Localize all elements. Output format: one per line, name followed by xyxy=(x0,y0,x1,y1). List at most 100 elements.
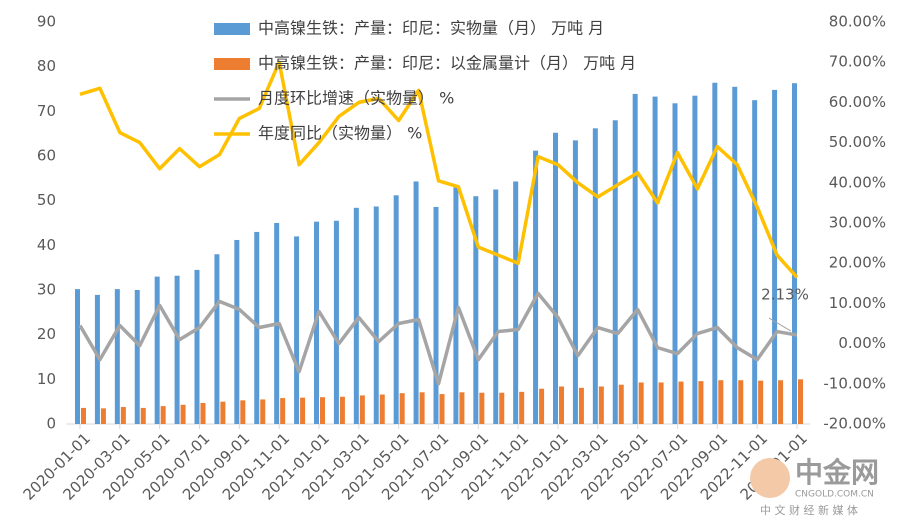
y2-tick-label: 10.00% xyxy=(829,294,886,312)
legend-swatch xyxy=(214,58,250,70)
bar xyxy=(200,403,206,424)
bar xyxy=(140,407,146,424)
legend-label: 月度环比增速（实物量） % xyxy=(258,89,454,108)
y2-tick-label: -20.00% xyxy=(823,415,886,433)
bar xyxy=(81,407,86,424)
y-tick-label: 40 xyxy=(37,236,56,254)
bar xyxy=(214,254,220,424)
watermark-slogan: 中 文 财 经 新 媒 体 xyxy=(760,503,858,517)
bar xyxy=(154,276,160,424)
bar xyxy=(194,269,200,424)
watermark-logo-icon xyxy=(750,458,790,498)
legend-label: 中高镍生铁：产量：印尼：实物量（月） 万吨 月 xyxy=(258,19,604,38)
bar xyxy=(174,275,180,424)
bar xyxy=(220,401,226,424)
bar xyxy=(553,132,558,425)
bar xyxy=(120,407,126,424)
bar xyxy=(692,95,698,424)
y-tick-label: 60 xyxy=(37,147,56,165)
legend-swatch xyxy=(214,23,250,35)
bar xyxy=(413,181,419,424)
y-tick-label: 80 xyxy=(37,57,56,75)
bar xyxy=(678,381,684,424)
bar xyxy=(572,140,578,424)
y2-tick-label: 0.00% xyxy=(838,334,886,352)
bar xyxy=(379,394,385,424)
bar xyxy=(359,395,365,424)
bar xyxy=(519,391,525,424)
bar xyxy=(578,387,584,424)
bar xyxy=(180,404,186,424)
bar xyxy=(240,400,246,424)
y-tick-label: 70 xyxy=(37,102,56,120)
bar xyxy=(618,384,624,424)
legend-label: 年度同比（实物量） % xyxy=(258,124,422,143)
bar xyxy=(672,103,678,424)
bar xyxy=(234,239,240,424)
bar xyxy=(598,386,604,424)
y-tick-label: 30 xyxy=(37,281,56,299)
watermark: 中金网 CNGOLD.COM.CN 中 文 财 经 新 媒 体 xyxy=(750,456,879,517)
bar xyxy=(433,206,439,424)
bar xyxy=(399,393,405,424)
bar xyxy=(738,380,744,424)
bar xyxy=(160,406,166,424)
bar xyxy=(353,207,359,424)
bar xyxy=(638,382,644,424)
bar xyxy=(294,236,300,424)
data-label: 2.13% xyxy=(761,286,809,304)
bar xyxy=(260,399,266,424)
bar xyxy=(114,289,120,424)
legend-label: 中高镍生铁：产量：印尼：以金属量计（月） 万吨 月 xyxy=(258,54,636,73)
bar xyxy=(320,397,325,424)
y-tick-label: 10 xyxy=(37,370,56,388)
bar xyxy=(533,150,539,424)
bar xyxy=(559,386,564,424)
bar xyxy=(333,220,339,424)
bar xyxy=(752,100,758,425)
y2-tick-label: 30.00% xyxy=(829,214,886,232)
bar xyxy=(792,83,797,425)
bar xyxy=(778,380,784,424)
bar xyxy=(592,128,598,424)
bar xyxy=(254,231,260,424)
bar xyxy=(94,294,100,424)
bar xyxy=(373,206,379,424)
bar xyxy=(698,381,704,424)
bar xyxy=(772,89,778,424)
y-tick-label: 90 xyxy=(37,13,56,31)
bar xyxy=(419,392,425,424)
bar xyxy=(513,181,519,424)
bar xyxy=(439,394,445,424)
bar xyxy=(339,396,345,424)
y2-tick-label: 60.00% xyxy=(829,93,886,111)
watermark-site: CNGOLD.COM.CN xyxy=(795,490,874,500)
bar xyxy=(493,189,499,424)
watermark-logo: 中金网 xyxy=(795,456,879,489)
bar xyxy=(134,290,140,424)
line xyxy=(79,60,799,279)
y2-tick-label: 40.00% xyxy=(829,173,886,191)
bar xyxy=(393,195,399,424)
bar xyxy=(459,392,465,424)
y2-tick-label: -10.00% xyxy=(823,374,886,392)
bar xyxy=(732,86,738,425)
bar xyxy=(479,392,485,424)
bar xyxy=(473,196,479,424)
y-tick-label: 0 xyxy=(46,415,56,433)
annotation-leader xyxy=(768,317,792,332)
bar xyxy=(658,382,664,424)
y2-tick-label: 70.00% xyxy=(829,53,886,71)
y-tick-label: 50 xyxy=(37,191,56,209)
bar xyxy=(758,380,764,424)
y2-tick-label: 20.00% xyxy=(829,254,886,272)
bar xyxy=(100,408,106,424)
bar xyxy=(798,379,803,424)
bar xyxy=(652,96,658,425)
bar xyxy=(712,82,718,424)
y-tick-label: 20 xyxy=(37,325,56,343)
bar xyxy=(453,187,459,424)
bar xyxy=(280,398,286,424)
y2-tick-label: 80.00% xyxy=(829,13,886,31)
